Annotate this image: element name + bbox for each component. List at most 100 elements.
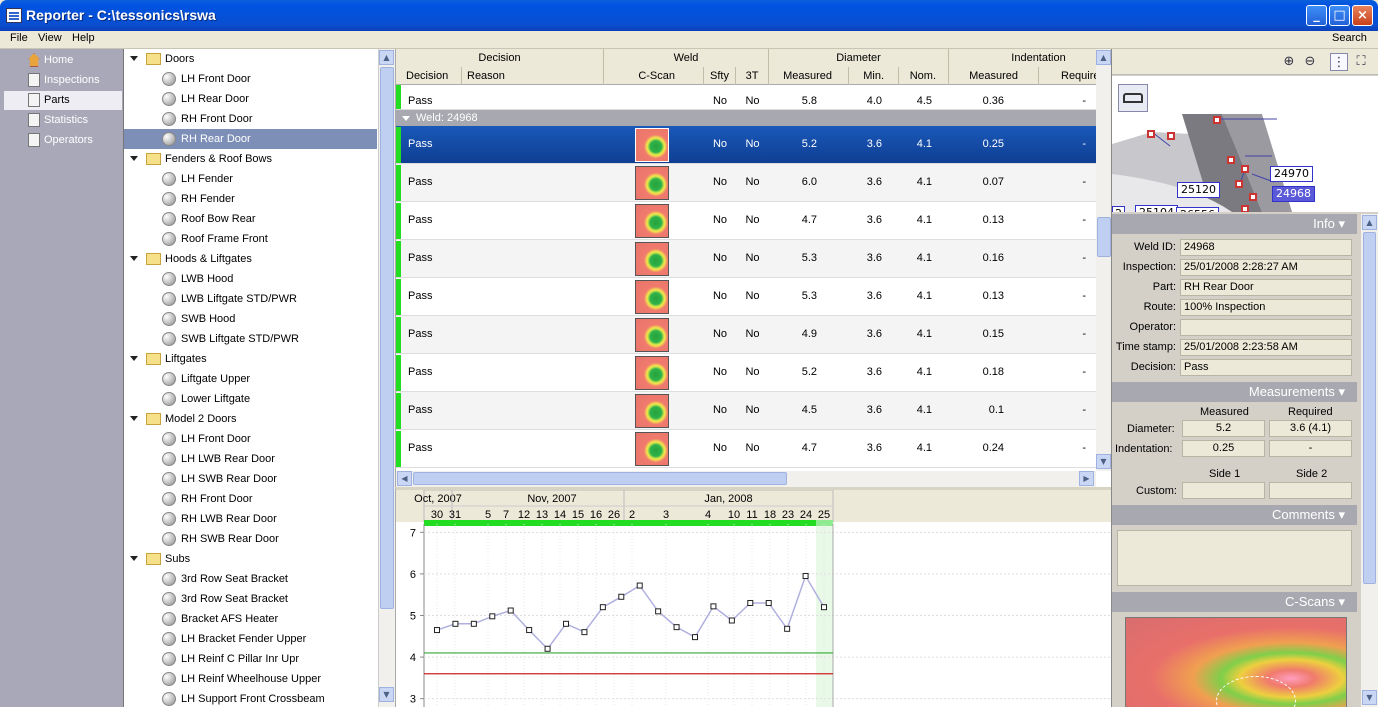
cscan-thumbnail[interactable]: [635, 356, 669, 390]
cscan-thumbnail[interactable]: [635, 318, 669, 352]
diameter-required-field[interactable]: 3.6 (4.1): [1269, 420, 1352, 437]
comments-textarea[interactable]: [1117, 530, 1352, 586]
col-indentation-measured[interactable]: Measured: [949, 67, 1039, 85]
tree-part-item[interactable]: LH LWB Rear Door: [124, 449, 378, 469]
table-row[interactable]: Pass No No 5.2 3.6 4.1 0.25 -: [396, 126, 1096, 164]
tree-part-item[interactable]: Lower Liftgate: [124, 389, 378, 409]
cscan-image[interactable]: [1125, 617, 1347, 707]
indentation-required-field[interactable]: -: [1269, 440, 1352, 457]
tree-part-item[interactable]: LH Front Door: [124, 69, 378, 89]
search-menu[interactable]: Search: [1332, 32, 1367, 44]
car-thumbnail-icon[interactable]: [1118, 84, 1148, 112]
tree-folder[interactable]: Doors: [124, 49, 378, 69]
tree-part-item[interactable]: LH SWB Rear Door: [124, 469, 378, 489]
weld-group-row[interactable]: Weld: 24968: [396, 110, 1096, 126]
weld-map[interactable]: 24968 25104 26556 2: [1112, 76, 1378, 212]
col-min[interactable]: Min.: [849, 67, 899, 85]
col-required[interactable]: Required: [1039, 67, 1099, 85]
cscan-thumbnail[interactable]: [635, 128, 669, 162]
tree-part-item[interactable]: LH Reinf Wheelhouse Upper: [124, 669, 378, 689]
info-value-field[interactable]: 24968: [1180, 239, 1352, 256]
zoom-out-icon[interactable]: ⊖: [1304, 54, 1316, 69]
grid-vscroll-thumb[interactable]: [1097, 217, 1111, 257]
tree-part-item[interactable]: 3rd Row Seat Bracket: [124, 569, 378, 589]
tree-part-item[interactable]: RH Fender: [124, 189, 378, 209]
col-cscan[interactable]: C-Scan: [604, 67, 704, 85]
info-value-field[interactable]: [1180, 319, 1352, 336]
tree-part-item[interactable]: Roof Frame Front: [124, 229, 378, 249]
table-row[interactable]: Pass No No 4.5 3.6 4.1 0.1 -: [396, 392, 1096, 430]
nav-item-home[interactable]: Home: [4, 51, 122, 70]
tree-part-item[interactable]: LH Support Front Crossbeam: [124, 689, 378, 707]
grid-hscrollbar[interactable]: ◀ ▶: [396, 471, 1096, 487]
tree-part-item[interactable]: RH LWB Rear Door: [124, 509, 378, 529]
tree-part-item[interactable]: RH SWB Rear Door: [124, 529, 378, 549]
expand-arrow-icon[interactable]: [130, 556, 138, 561]
weld-label-25104[interactable]: 25104: [1135, 205, 1178, 212]
grid-vscrollbar[interactable]: ▲ ▼: [1096, 49, 1111, 471]
tree-part-item[interactable]: LWB Hood: [124, 269, 378, 289]
tree-part-item[interactable]: LH Bracket Fender Upper: [124, 629, 378, 649]
custom-side1-field[interactable]: [1182, 482, 1265, 499]
minimize-button[interactable]: _: [1306, 5, 1327, 26]
tree-part-item[interactable]: LH Fender: [124, 169, 378, 189]
table-row[interactable]: Pass No No 4.7 3.6 4.1 0.13 -: [396, 202, 1096, 240]
table-row[interactable]: Pass No No 5.3 3.6 4.1 0.16 -: [396, 240, 1096, 278]
table-row[interactable]: Pass No No 5.3 3.6 4.1 0.13 -: [396, 278, 1096, 316]
info-value-field[interactable]: 25/01/2008 2:23:58 AM: [1180, 339, 1352, 356]
info-value-field[interactable]: RH Rear Door: [1180, 279, 1352, 296]
diameter-measured-field[interactable]: 5.2: [1182, 420, 1265, 437]
col-diameter-measured[interactable]: Measured: [769, 67, 849, 85]
tree-folder[interactable]: Hoods & Liftgates: [124, 249, 378, 269]
tree-folder[interactable]: Fenders & Roof Bows: [124, 149, 378, 169]
cscan-thumbnail[interactable]: [635, 204, 669, 238]
weld-label-26556[interactable]: 26556: [1176, 207, 1219, 212]
tree-scroll-thumb[interactable]: [380, 67, 394, 609]
cscan-thumbnail[interactable]: [635, 166, 669, 200]
expand-arrow-icon[interactable]: [130, 256, 138, 261]
col-sfty[interactable]: Sfty: [704, 67, 736, 85]
fit-icon[interactable]: ⛶: [1356, 54, 1366, 69]
maximize-button[interactable]: □: [1329, 5, 1350, 26]
menu-file[interactable]: File: [10, 32, 28, 44]
nav-item-parts[interactable]: Parts: [4, 91, 122, 110]
tree-scrollbar[interactable]: ▲ ▼: [378, 49, 395, 707]
tree-part-item[interactable]: SWB Liftgate STD/PWR: [124, 329, 378, 349]
grid-scroll-down-icon[interactable]: ▼: [1096, 454, 1111, 469]
grid-hscroll-thumb[interactable]: [413, 472, 787, 485]
expand-arrow-icon[interactable]: [130, 56, 138, 61]
table-row[interactable]: Pass No No 5.8 4.0 4.5 0.36 -: [396, 85, 1096, 110]
tree-part-item[interactable]: LWB Liftgate STD/PWR: [124, 289, 378, 309]
weld-label-24970[interactable]: 24970: [1270, 166, 1313, 182]
tree-part-item[interactable]: LH Reinf C Pillar Inr Upr: [124, 649, 378, 669]
details-scroll-up-icon[interactable]: ▲: [1362, 215, 1377, 230]
tree-folder[interactable]: Model 2 Doors: [124, 409, 378, 429]
tree-part-item[interactable]: RH Rear Door: [124, 129, 377, 149]
tree-part-item[interactable]: LH Front Door: [124, 429, 378, 449]
cscan-thumbnail[interactable]: [635, 432, 669, 466]
grid-scroll-left-icon[interactable]: ◀: [397, 471, 412, 486]
tree-part-item[interactable]: RH Front Door: [124, 489, 378, 509]
table-row[interactable]: Pass No No 4.7 3.6 4.1 0.24 -: [396, 430, 1096, 468]
cscans-section-header[interactable]: C-Scans ▾: [1112, 592, 1357, 612]
scroll-up-icon[interactable]: ▲: [379, 50, 394, 65]
comments-section-header[interactable]: Comments ▾: [1112, 505, 1357, 525]
details-scrollbar[interactable]: ▲ ▼: [1361, 214, 1378, 707]
tree-part-item[interactable]: LH Rear Door: [124, 89, 378, 109]
cscan-thumbnail[interactable]: [635, 394, 669, 428]
grid-scroll-right-icon[interactable]: ▶: [1079, 471, 1094, 486]
scroll-down-icon[interactable]: ▼: [379, 687, 394, 702]
tree-part-item[interactable]: 3rd Row Seat Bracket: [124, 589, 378, 609]
menu-help[interactable]: Help: [72, 32, 95, 44]
collapse-arrow-icon[interactable]: [402, 116, 410, 121]
col-reason[interactable]: Reason: [462, 67, 604, 85]
tree-part-item[interactable]: Roof Bow Rear: [124, 209, 378, 229]
tree-part-item[interactable]: Bracket AFS Heater: [124, 609, 378, 629]
table-row[interactable]: Pass No No 4.9 3.6 4.1 0.15 -: [396, 316, 1096, 354]
grid-scroll-up-icon[interactable]: ▲: [1096, 50, 1111, 65]
close-button[interactable]: ×: [1352, 5, 1373, 26]
zoom-in-icon[interactable]: ⊕: [1283, 54, 1295, 69]
measurements-section-header[interactable]: Measurements ▾: [1112, 382, 1357, 402]
info-section-header[interactable]: Info ▾: [1112, 214, 1357, 234]
table-row[interactable]: Pass No No 6.0 3.6 4.1 0.07 -: [396, 164, 1096, 202]
